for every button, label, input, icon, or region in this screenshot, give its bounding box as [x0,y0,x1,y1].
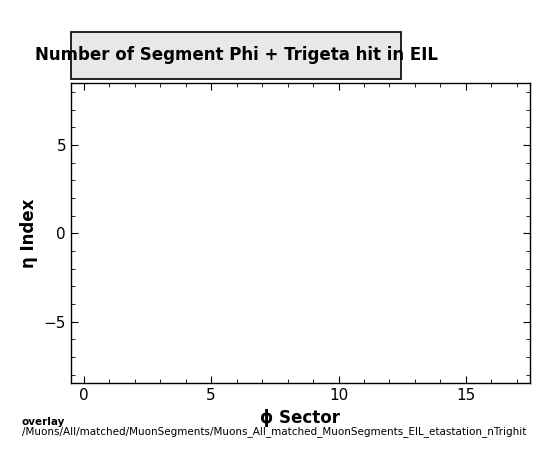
X-axis label: ϕ Sector: ϕ Sector [260,409,340,427]
Y-axis label: η Index: η Index [20,199,38,268]
Text: overlay: overlay [22,417,65,427]
Text: Number of Segment Phi + Trigeta hit in EIL: Number of Segment Phi + Trigeta hit in E… [34,47,437,64]
Text: /Muons/All/matched/MuonSegments/Muons_All_matched_MuonSegments_EIL_etastation_nT: /Muons/All/matched/MuonSegments/Muons_Al… [22,426,526,437]
